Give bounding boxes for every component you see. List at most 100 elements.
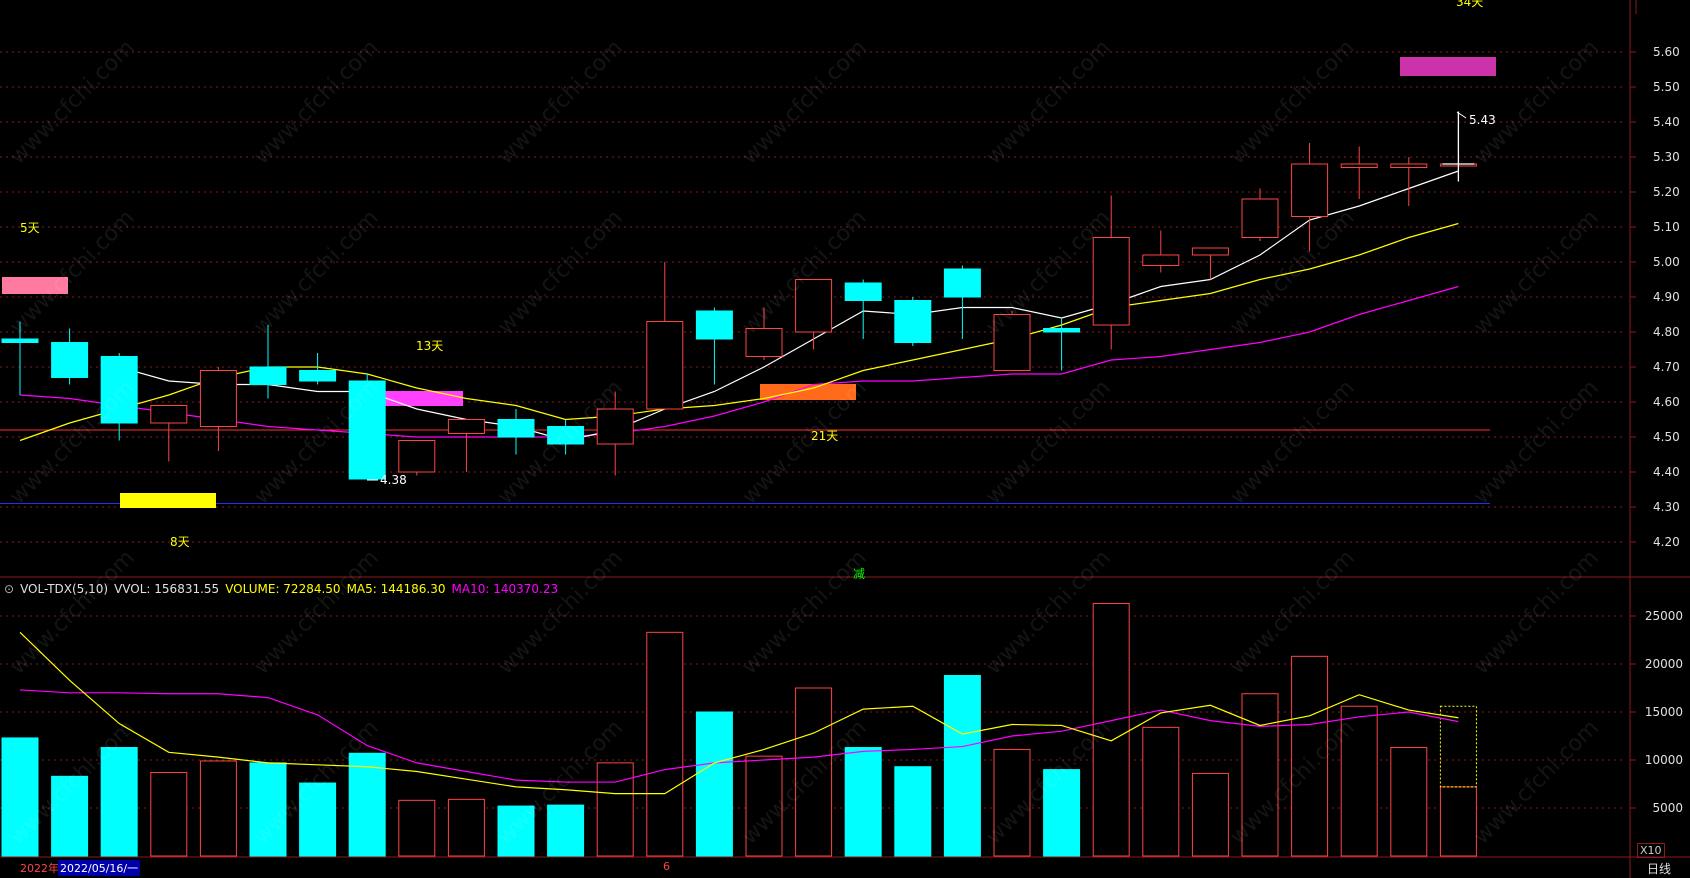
candle-up — [1340, 163, 1378, 168]
candle-down — [348, 380, 386, 480]
indicator-header: ⊙ VOL-TDX(5,10) VVOL: 156831.55 VOLUME: 722… — [0, 580, 564, 598]
candle-down — [1, 338, 39, 343]
cycle-label-34: 34天 — [1456, 0, 1484, 9]
volume-bar-down — [1043, 769, 1081, 857]
volume-bar-up — [1191, 772, 1229, 857]
candle-layer — [1, 111, 1477, 481]
candle-up — [1142, 254, 1180, 266]
volume-bar-up — [1390, 747, 1428, 857]
price-tick-label: 4.40 — [1653, 465, 1680, 479]
footer-year: 2022年 — [20, 862, 59, 875]
cycle-label-8: 8天 — [170, 535, 190, 549]
candle-down — [1043, 328, 1081, 333]
price-tick-label: 4.50 — [1653, 430, 1680, 444]
candle-up — [1390, 163, 1428, 168]
volume-bar-up — [1241, 693, 1279, 857]
price-tick-label: 4.30 — [1653, 500, 1680, 514]
candle-up — [596, 408, 634, 445]
volume-bar-up — [795, 687, 833, 857]
candle-down — [844, 282, 882, 301]
volume-unit-badge: X10 — [1637, 843, 1665, 858]
cycle-box-21 — [760, 384, 856, 400]
price-tick-label: 4.70 — [1653, 360, 1680, 374]
volume-bar-down — [299, 782, 337, 857]
candle-down — [943, 268, 981, 298]
ma20-line — [19, 285, 1459, 438]
volume-bar-up — [447, 798, 485, 857]
volume-tick-label: 15000 — [1645, 705, 1683, 719]
candle-up — [447, 419, 485, 434]
volume-value: VOLUME: 72284.50 — [225, 582, 341, 596]
price-tick-label: 5.50 — [1653, 80, 1680, 94]
price-tick-label: 4.20 — [1653, 535, 1680, 549]
volume-ma10-line — [19, 689, 1459, 783]
center-marker: 减 — [853, 567, 866, 581]
candle-up — [993, 314, 1031, 371]
candle-up — [1291, 163, 1329, 217]
cycle-label-21: 21天 — [811, 429, 839, 443]
period-button[interactable]: 日线 — [1647, 862, 1672, 876]
candle-up — [745, 328, 783, 357]
vvol-value: VVOL: 156831.55 — [114, 582, 220, 596]
vol-ma5-value: MA5: 144186.30 — [346, 582, 446, 596]
candle-down — [299, 370, 337, 382]
low-price-annotation: 4.38 — [380, 473, 407, 487]
footer-month-mark: 6 — [663, 860, 670, 873]
volume-bar-up — [398, 799, 436, 857]
candle-up — [199, 370, 237, 427]
volume-bar-down — [695, 711, 733, 857]
volume-tick-label: 25000 — [1645, 609, 1683, 623]
cycle-label-13: 13天 — [416, 339, 444, 353]
cycle-box-13 — [367, 391, 463, 406]
volume-bar-down — [943, 675, 981, 857]
volume-forecast-box — [1439, 705, 1477, 788]
candle-up — [1191, 247, 1229, 256]
candle-down — [547, 426, 585, 445]
candle-down — [249, 366, 287, 385]
cycle-box-5 — [2, 277, 68, 294]
volume-tick-label: 20000 — [1645, 657, 1683, 671]
volume-tick-label: 5000 — [1652, 801, 1683, 815]
price-tick-label: 4.90 — [1653, 290, 1680, 304]
candle-down — [695, 310, 733, 340]
price-tick-label: 5.30 — [1653, 150, 1680, 164]
price-tick-label: 4.60 — [1653, 395, 1680, 409]
volume-bar-up — [1439, 786, 1477, 857]
volume-ma5-line — [19, 631, 1459, 795]
volume-bar-down — [1, 737, 39, 857]
volume-bar-up — [1291, 655, 1329, 857]
price-tick-label: 5.20 — [1653, 185, 1680, 199]
volume-bar-up — [1142, 726, 1180, 857]
volume-bar-up — [1092, 603, 1130, 857]
volume-bar-up — [993, 748, 1031, 857]
price-tick-label: 4.80 — [1653, 325, 1680, 339]
volume-layer — [1, 603, 1477, 857]
candle-down — [894, 300, 932, 343]
volume-bar-down — [547, 804, 585, 857]
high-arrow — [1456, 111, 1467, 119]
candle-up — [150, 405, 188, 424]
candle-up — [646, 321, 684, 410]
volume-bar-down — [497, 805, 535, 857]
cycle-box-34 — [1400, 57, 1496, 76]
volume-bar-up — [646, 631, 684, 857]
price-tick-label: 5.40 — [1653, 115, 1680, 129]
price-tick-label: 5.10 — [1653, 220, 1680, 234]
collapse-icon[interactable]: ⊙ — [4, 582, 15, 596]
volume-bar-down — [844, 747, 882, 857]
cycle-box-8 — [120, 493, 216, 508]
candle-up — [795, 279, 833, 333]
volume-bar-up — [745, 755, 783, 857]
footer-date[interactable]: 2022/05/16/一 — [58, 860, 141, 876]
indicator-name[interactable]: VOL-TDX(5,10) — [20, 582, 109, 596]
volume-bar-up — [1340, 705, 1378, 857]
cycle-label-5: 5天 — [20, 221, 40, 235]
price-tick-label: 5.60 — [1653, 45, 1680, 59]
candle-down — [100, 356, 138, 424]
candle-down — [497, 419, 535, 438]
candle-down — [51, 342, 89, 378]
candle-up — [1241, 198, 1279, 238]
volume-bar-down — [51, 775, 89, 857]
